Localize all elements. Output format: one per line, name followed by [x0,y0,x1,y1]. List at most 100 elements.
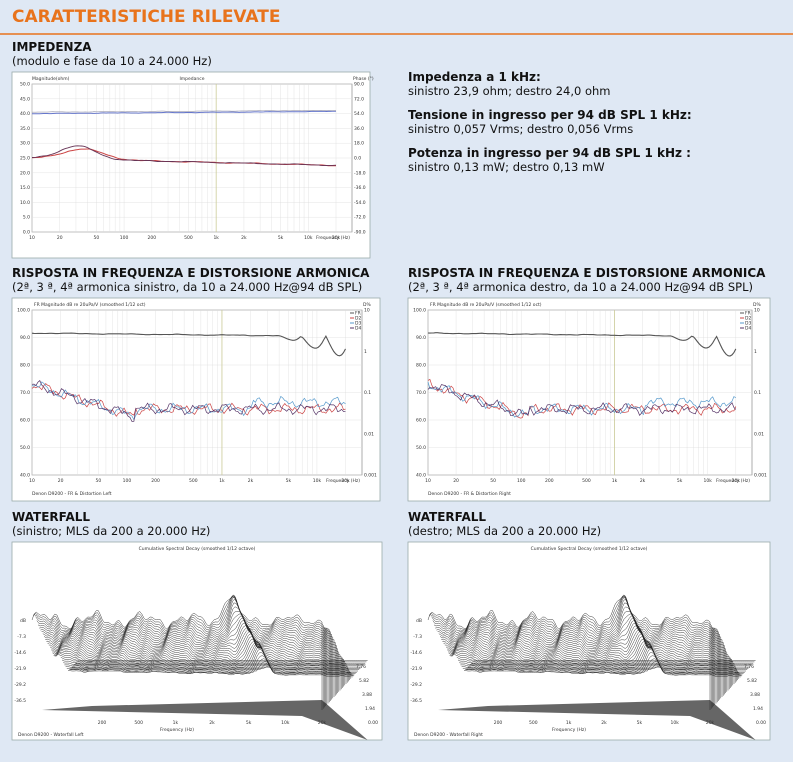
decay-slice [435,602,718,703]
decay-slice [43,615,335,697]
x-tick-label: 1k [219,478,225,484]
decay-slice [45,617,336,696]
decay-slice [41,611,332,700]
chart-note: Denon D9200 - Waterfall Left [18,732,84,738]
chart-frame [11,297,381,502]
y-tick-label: 45.0 [20,96,30,102]
decay-slice [63,648,354,677]
decay-slice [61,646,353,678]
decay-slice [42,613,334,699]
y-tick-label: -14.6 [410,650,422,656]
decay-slice [437,611,720,700]
x-tick-label: 20k [341,478,350,484]
y2-tick-label: 36.0 [354,126,364,132]
decay-slice [31,596,323,710]
x-tick-label: 1k [213,235,219,241]
x-tick-label: 10k [281,720,290,726]
y-tick-label: 5.0 [23,215,30,221]
y-tick-label: 50.0 [416,445,426,451]
decay-slice [66,658,357,673]
y-tick-label: -29.2 [14,682,26,688]
curve [31,383,346,417]
x-tick-label: 10k [704,478,713,484]
y2-tick-label: 1 [364,349,367,355]
decay-slice [51,629,342,690]
legend-label: D3 [355,321,361,327]
decay-slice [445,627,729,691]
x-tick-label: 10 [29,235,35,241]
section-subtitle: (2ª, 3 ª, 4ª armonica destro, da 10 a 24… [408,280,753,294]
y-tick-label: -14.6 [14,650,26,656]
x-tick-label: 1k [612,478,618,484]
y-tick-label: 60.0 [416,418,426,424]
y-tick-label: -29.2 [410,682,422,688]
x-tick-label: 20 [453,478,459,484]
x-tick-label: 5k [286,478,292,484]
decay-slice [448,631,731,688]
x-tick-label: 10k [304,235,313,241]
y-tick-label: 40.0 [20,473,30,479]
spec-value: sinistro 0,13 mW; destro 0,13 mW [408,160,605,174]
y2-tick-label: -90.0 [354,230,366,236]
y2-tick-label: 10 [754,308,760,314]
y2-tick-label: -18.0 [354,170,366,176]
legend-label: D3 [745,321,751,327]
curve [31,145,337,167]
decay-slice [55,638,347,684]
curve [31,381,346,421]
y2-tick-label: -54.0 [354,200,366,206]
x-tick-label: 1k [173,720,179,726]
y-tick-label: 90.0 [416,335,426,341]
decay-slice [433,598,717,704]
section-title: RISPOSTA IN FREQUENZA E DISTORSIONE ARMO… [408,266,766,280]
axis-label: Frequency (Hz) [316,235,350,241]
x-tick-label: 10k [313,478,322,484]
x-tick-label: 200 [148,235,157,241]
decay-slice [460,652,743,676]
x-tick-label: 200 [545,478,554,484]
t-tick-label: 7.76 [744,664,754,670]
decay-slice [48,625,340,692]
section-subtitle: (sinistro; MLS da 200 a 20.000 Hz) [12,524,210,538]
section-title: WATERFALL [408,510,486,524]
y-tick-label: 50.0 [20,445,30,451]
y-tick-label: 40.0 [416,473,426,479]
decay-slice [459,648,742,677]
y2-tick-label: 0.0 [354,156,361,162]
decay-slice [436,606,719,701]
y2-tick-label: 90.0 [354,82,364,88]
x-tick-label: 500 [189,478,198,484]
y2-tick-label: 0.001 [754,473,767,479]
x-tick-label: 2k [640,478,646,484]
x-tick-label: 500 [582,478,591,484]
decay-slice [40,606,331,701]
x-tick-label: 50 [96,478,102,484]
decay-slice [36,596,328,705]
decay-slice [34,594,325,708]
y2-tick-label: 1 [754,349,757,355]
t-tick-label: 1.94 [365,706,375,712]
axis-label: Frequency (Hz) [552,727,586,733]
y-tick-label: -21.9 [14,666,26,672]
x-tick-label: 5k [637,720,643,726]
spec-label: Impedenza a 1 kHz: [408,70,541,84]
axis-label: Frequency (Hz) [326,478,360,484]
decay-slice [456,644,740,679]
x-tick-label: 5k [677,478,683,484]
y-tick-label: 100.0 [17,308,30,314]
curve [31,332,346,357]
decay-slice [64,652,355,676]
y-tick-label: 70.0 [416,390,426,396]
y2-tick-label: 72.0 [354,96,364,102]
x-tick-label: 50 [94,235,100,241]
curve [31,110,336,115]
curve [427,384,737,417]
x-tick-label: 2k [248,478,254,484]
decay-slice [49,627,341,691]
spec-label: Potenza in ingresso per 94 dB SPL 1 kHz … [408,146,691,160]
x-tick-label: 10 [425,478,431,484]
y-tick-label: 35.0 [20,126,30,132]
decay-slice [439,615,723,697]
y-tick-label: 80.0 [416,363,426,369]
